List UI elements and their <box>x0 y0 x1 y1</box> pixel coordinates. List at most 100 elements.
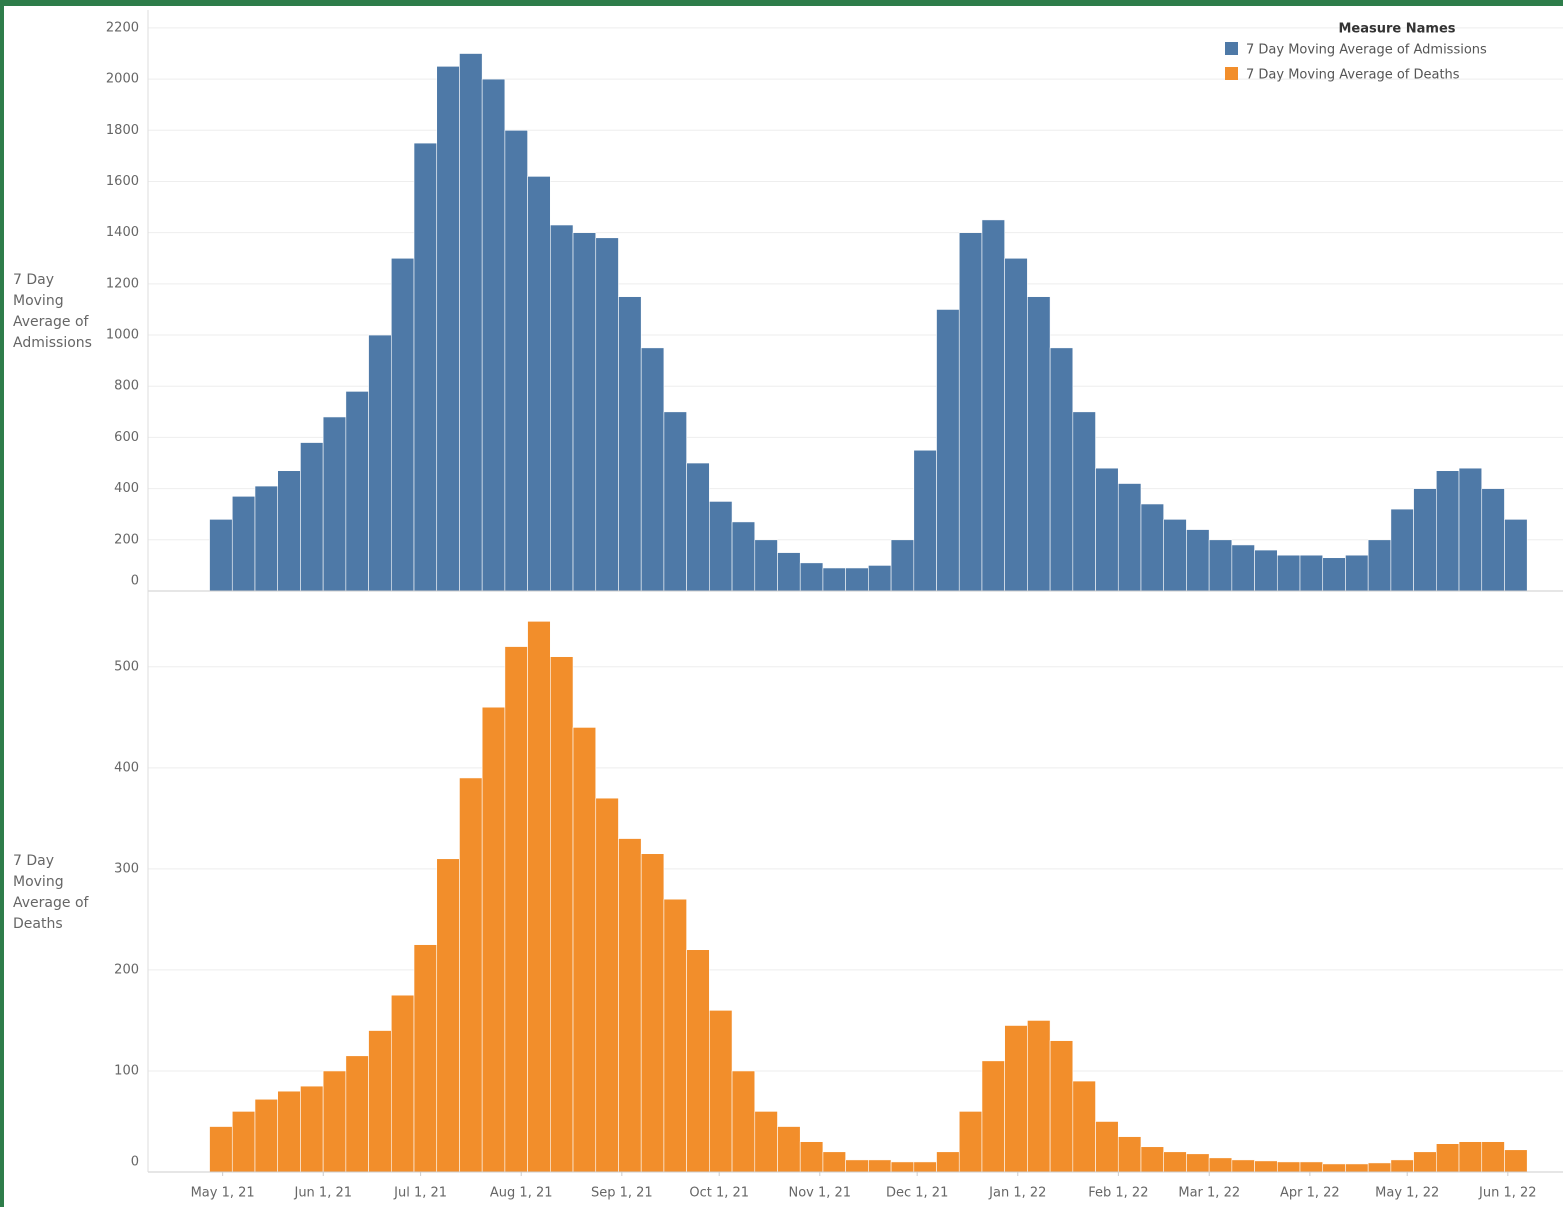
y-tick-label: 400 <box>114 481 139 496</box>
bar <box>1436 470 1460 592</box>
bar <box>390 994 415 1173</box>
bar <box>481 706 506 1173</box>
y-tick-label: 800 <box>114 379 139 394</box>
bar <box>390 257 415 592</box>
bar <box>277 1090 301 1173</box>
bar <box>958 1111 983 1173</box>
bar <box>1004 1025 1028 1173</box>
x-tick-label: Jun 1, 21 <box>293 1186 352 1201</box>
bar <box>1390 1159 1414 1173</box>
x-tick-label: Nov 1, 21 <box>789 1186 852 1201</box>
bar <box>618 296 642 592</box>
x-tick-label: Oct 1, 21 <box>689 1186 749 1201</box>
bar <box>1345 1163 1369 1173</box>
bar <box>663 898 687 1173</box>
bar <box>481 78 506 592</box>
bar <box>459 53 483 592</box>
bar <box>1208 1157 1233 1173</box>
bar <box>1186 1153 1210 1173</box>
y-tick-label: 2200 <box>106 20 139 35</box>
x-tick-label: May 1, 22 <box>1375 1186 1439 1201</box>
bar <box>1095 467 1119 592</box>
bar <box>1004 257 1028 592</box>
bar <box>640 347 665 592</box>
bar <box>209 519 233 592</box>
bar <box>504 129 528 592</box>
bar <box>277 470 301 592</box>
bar <box>1481 1141 1505 1173</box>
x-tick-label: Sep 1, 21 <box>591 1186 653 1201</box>
y-tick-label: 1400 <box>106 225 139 240</box>
legend-label: 7 Day Moving Average of Admissions <box>1246 43 1487 58</box>
y-tick-label: 1600 <box>106 174 139 189</box>
bar <box>1140 1146 1165 1173</box>
y-tick-label: 200 <box>114 532 139 547</box>
bar <box>504 646 528 1173</box>
bar <box>1322 1163 1346 1173</box>
y-tick-label: 400 <box>114 760 139 775</box>
bar <box>663 411 687 592</box>
bar <box>231 495 256 592</box>
bar <box>527 621 551 1173</box>
y-tick-label: 100 <box>114 1063 139 1078</box>
bar <box>1072 411 1096 592</box>
bar <box>595 797 619 1173</box>
y-tick-label: 0 <box>131 574 139 589</box>
x-tick-label: Apr 1, 22 <box>1280 1186 1340 1201</box>
bar <box>822 1151 846 1173</box>
bar <box>822 567 846 592</box>
bar <box>640 853 665 1173</box>
bar <box>1458 467 1483 592</box>
bar <box>1186 529 1210 592</box>
bar <box>845 567 869 592</box>
y-axis-title: 7 Day Moving Average of Admissions <box>13 272 92 351</box>
bar <box>1027 296 1051 592</box>
y-axis-title: 7 Day Moving Average of Deaths <box>13 853 89 932</box>
y-tick-label: 0 <box>131 1155 139 1170</box>
bar <box>1276 554 1301 592</box>
bar <box>890 1161 915 1173</box>
bar <box>1504 519 1528 592</box>
bar <box>731 1070 756 1173</box>
bar <box>686 949 710 1173</box>
bar <box>1117 1136 1142 1173</box>
bar <box>1117 483 1142 592</box>
bar <box>1231 1159 1255 1173</box>
bar <box>1367 539 1392 592</box>
legend-label: 7 Day Moving Average of Deaths <box>1246 68 1460 83</box>
bar <box>1276 1161 1301 1173</box>
y-tick-label: 2000 <box>106 72 139 87</box>
bar <box>1049 1040 1074 1173</box>
bar <box>1208 539 1233 592</box>
bar <box>413 944 438 1173</box>
bar <box>1095 1121 1119 1173</box>
bar <box>1481 488 1505 592</box>
bar <box>436 66 460 592</box>
bar <box>936 309 960 592</box>
bar <box>799 1141 824 1173</box>
y-tick-label: 300 <box>114 861 139 876</box>
legend-swatch <box>1225 42 1238 55</box>
y-tick-label: 500 <box>114 659 139 674</box>
legend-swatch <box>1225 67 1238 80</box>
plot: 0200400600800100012001400160018002000220… <box>106 10 1563 1201</box>
bar <box>254 1098 279 1173</box>
bar <box>1504 1149 1528 1173</box>
bar <box>231 1111 256 1173</box>
bar <box>1049 347 1074 592</box>
bar <box>709 501 733 592</box>
bar <box>868 565 892 592</box>
bar <box>890 539 915 592</box>
bar <box>1299 1161 1324 1173</box>
x-tick-label: May 1, 21 <box>191 1186 255 1201</box>
bar <box>345 391 369 592</box>
bar <box>709 1010 733 1173</box>
x-tick-label: Dec 1, 21 <box>886 1186 948 1201</box>
bar <box>1254 1160 1278 1173</box>
bar <box>913 1161 937 1173</box>
bar <box>1140 503 1165 592</box>
bar <box>1027 1020 1051 1173</box>
bar <box>572 727 597 1173</box>
